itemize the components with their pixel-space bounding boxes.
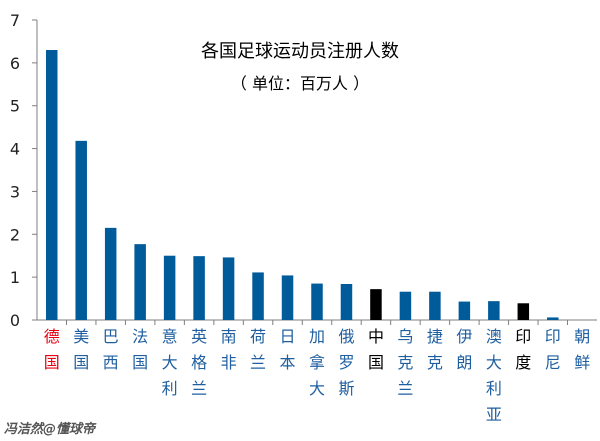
x-tick-label: 日本: [280, 327, 296, 372]
x-tick-label: 朝鲜: [574, 327, 590, 372]
x-tick-label: 乌克兰: [397, 327, 413, 398]
y-tick-label: 1: [10, 268, 20, 287]
bar: [75, 140, 87, 320]
bar: [370, 289, 382, 320]
bar: [429, 291, 441, 320]
bar: [45, 50, 58, 320]
bar: [193, 256, 205, 320]
y-tick-label: 0: [10, 311, 20, 330]
bar: [104, 227, 117, 320]
bar: [163, 255, 176, 320]
x-tick-label: 巴西: [103, 327, 119, 372]
y-tick-label: 6: [10, 54, 20, 73]
x-tick-label: 英格兰: [191, 327, 207, 398]
bar: [547, 317, 559, 320]
bar: [222, 257, 235, 320]
y-tick-label: 3: [10, 182, 20, 201]
bars: [45, 50, 559, 320]
x-tick-label: 捷克: [427, 327, 443, 372]
bar: [134, 244, 146, 320]
x-tick-label: 中国: [368, 327, 384, 372]
chart-title: 各国足球运动员注册人数: [201, 41, 399, 62]
y-tick-label: 5: [10, 97, 20, 116]
x-tick-label: 南非: [221, 327, 237, 372]
bar: [399, 291, 412, 320]
y-tick-label: 7: [10, 11, 20, 30]
x-tick-label: 伊朗: [456, 327, 472, 372]
y-tick-label: 4: [10, 140, 20, 159]
x-tick-label: 荷兰: [250, 327, 266, 372]
x-tick-label: 澳大利亚: [486, 327, 502, 424]
x-tick-label: 加拿大: [309, 327, 325, 398]
bar: [340, 284, 353, 320]
bar: [488, 301, 500, 320]
x-tick-label: 俄罗斯: [338, 327, 354, 398]
chart-subtitle: （ 单位：百万人 ）: [231, 74, 369, 93]
bar: [252, 272, 264, 320]
x-tick-label: 德国: [44, 327, 60, 372]
x-tick-label: 意大利: [162, 327, 178, 398]
bar: [281, 275, 294, 320]
x-axis-labels: 德国美国巴西法国意大利英格兰南非荷兰日本加拿大俄罗斯中国乌克兰捷克伊朗澳大利亚印…: [44, 320, 590, 424]
x-tick-label: 印尼: [545, 327, 561, 372]
bar: [311, 283, 323, 320]
bar: [458, 301, 471, 320]
x-tick-label: 美国: [73, 327, 89, 372]
x-tick-label: 印度: [515, 327, 531, 372]
watermark: 冯洁然@懂球帝: [4, 421, 97, 437]
x-tick-label: 法国: [132, 327, 148, 372]
bar: [517, 303, 530, 320]
y-tick-label: 2: [10, 225, 20, 244]
